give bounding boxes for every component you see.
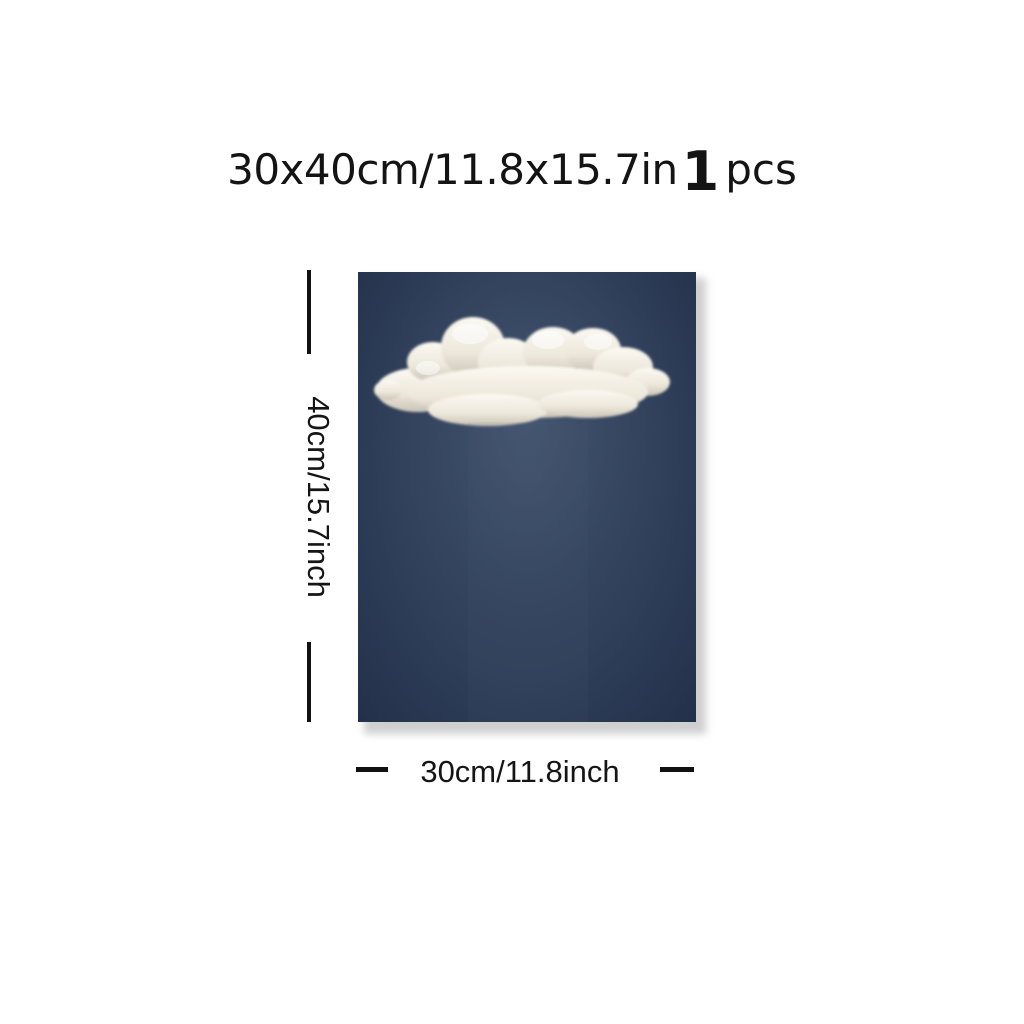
width-bar-right [660,767,694,772]
width-bar-left [356,767,388,772]
rain-haze [468,422,588,722]
width-label: 30cm/11.8inch [420,754,620,789]
quantity-number: 1 [681,140,720,203]
cloud-painting [358,272,696,722]
size-dimensions-text: 30x40cm/11.8x15.7in [227,145,678,194]
quantity-unit: pcs [725,145,797,194]
size-title: 30x40cm/11.8x15.7in1 pcs [0,134,1024,203]
cloud-highlights [416,324,612,375]
height-bar-top [307,270,311,354]
height-label: 40cm/15.7inch [301,396,336,598]
canvas-artwork [358,272,696,722]
cloud-shape [374,317,670,426]
height-bar-bottom [307,642,311,722]
